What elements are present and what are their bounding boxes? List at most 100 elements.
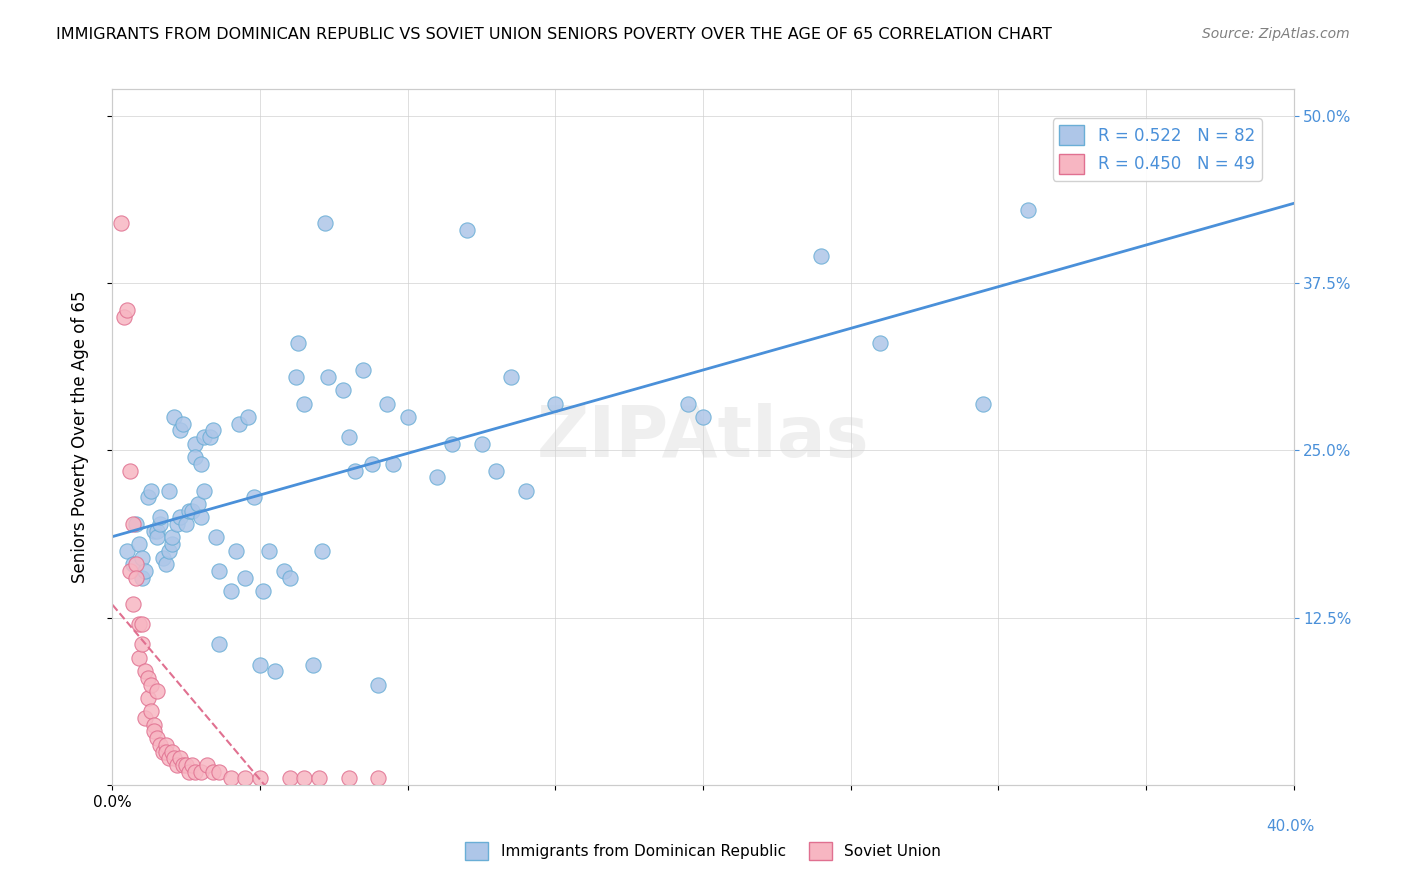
Point <box>179 503 201 517</box>
Point <box>139 705 162 719</box>
Text: ZIPAtlas: ZIPAtlas <box>537 402 869 472</box>
Point <box>125 516 148 531</box>
Point <box>292 396 315 410</box>
Point <box>678 396 700 410</box>
Point <box>157 751 180 765</box>
Point <box>515 483 537 498</box>
Legend: R = 0.522   N = 82, R = 0.450   N = 49: R = 0.522 N = 82, R = 0.450 N = 49 <box>1053 119 1261 181</box>
Point <box>426 470 449 484</box>
Point <box>278 771 301 786</box>
Point <box>190 457 212 471</box>
Point <box>169 510 191 524</box>
Point <box>152 550 174 565</box>
Point <box>367 678 389 692</box>
Text: Source: ZipAtlas.com: Source: ZipAtlas.com <box>1202 27 1350 41</box>
Point <box>174 758 197 772</box>
Point <box>252 584 274 599</box>
Point <box>249 771 271 786</box>
Point <box>120 564 142 578</box>
Point <box>157 544 180 558</box>
Point <box>456 223 478 237</box>
Point <box>257 544 280 558</box>
Point <box>195 758 218 772</box>
Point <box>146 731 169 746</box>
Point <box>166 516 188 531</box>
Point <box>352 363 374 377</box>
Point <box>122 557 145 572</box>
Point <box>264 664 287 679</box>
Point <box>869 336 891 351</box>
Point <box>112 310 135 324</box>
Point <box>128 617 150 632</box>
Point <box>125 557 148 572</box>
Point <box>160 530 183 544</box>
Point <box>155 744 177 758</box>
Point <box>149 738 172 752</box>
Point <box>184 436 207 450</box>
Point <box>193 430 215 444</box>
Point <box>163 410 186 425</box>
Point <box>501 369 523 384</box>
Point <box>160 537 183 551</box>
Point <box>544 396 567 410</box>
Point <box>155 738 177 752</box>
Point <box>157 483 180 498</box>
Point <box>485 464 508 478</box>
Point <box>238 410 260 425</box>
Point <box>122 516 145 531</box>
Point <box>181 503 204 517</box>
Point <box>136 690 159 705</box>
Point <box>343 464 366 478</box>
Point <box>208 637 231 651</box>
Point <box>1017 202 1039 217</box>
Point <box>219 584 242 599</box>
Point <box>190 764 212 779</box>
Point <box>208 764 231 779</box>
Point <box>128 537 150 551</box>
Point <box>361 457 384 471</box>
Point <box>187 497 209 511</box>
Point <box>146 524 169 538</box>
Point <box>205 530 228 544</box>
Point <box>131 571 153 585</box>
Text: IMMIGRANTS FROM DOMINICAN REPUBLIC VS SOVIET UNION SENIORS POVERTY OVER THE AGE : IMMIGRANTS FROM DOMINICAN REPUBLIC VS SO… <box>56 27 1052 42</box>
Point <box>337 771 360 786</box>
Text: 40.0%: 40.0% <box>1267 819 1315 834</box>
Point <box>134 664 156 679</box>
Point <box>233 571 256 585</box>
Point <box>142 717 165 731</box>
Point <box>142 524 165 538</box>
Point <box>190 510 212 524</box>
Point <box>273 564 295 578</box>
Point <box>163 751 186 765</box>
Point <box>287 336 309 351</box>
Point <box>316 369 339 384</box>
Point <box>172 758 194 772</box>
Point <box>375 396 398 410</box>
Point <box>382 457 405 471</box>
Point <box>284 369 307 384</box>
Point <box>302 657 325 672</box>
Point <box>125 571 148 585</box>
Point <box>179 764 201 779</box>
Point <box>308 771 330 786</box>
Point <box>131 637 153 651</box>
Point <box>441 436 464 450</box>
Y-axis label: Seniors Poverty Over the Age of 65: Seniors Poverty Over the Age of 65 <box>70 291 89 583</box>
Point <box>973 396 995 410</box>
Point <box>208 564 231 578</box>
Point <box>128 651 150 665</box>
Point <box>122 598 145 612</box>
Point <box>160 744 183 758</box>
Point <box>169 424 191 438</box>
Point <box>314 216 336 230</box>
Point <box>692 410 714 425</box>
Point <box>149 510 172 524</box>
Point <box>201 764 224 779</box>
Point <box>810 250 832 264</box>
Point <box>292 771 315 786</box>
Point <box>155 557 177 572</box>
Point <box>184 450 207 464</box>
Point <box>396 410 419 425</box>
Point <box>134 711 156 725</box>
